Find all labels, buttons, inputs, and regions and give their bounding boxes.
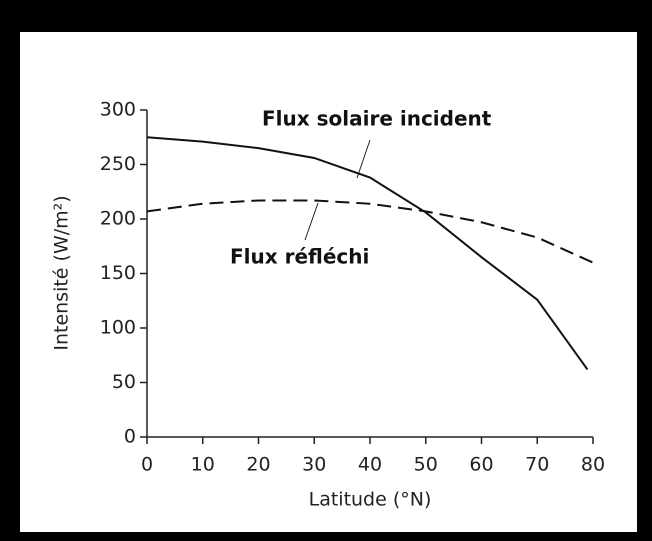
y-tick-label: 250 xyxy=(100,153,136,175)
series-annotation: Flux réfléchi xyxy=(230,245,369,269)
x-tick-label: 70 xyxy=(525,454,549,476)
series-line xyxy=(146,136,589,371)
x-tick-label: 30 xyxy=(302,454,326,476)
y-tick-label: 200 xyxy=(100,208,136,230)
y-tick-label: 50 xyxy=(112,371,136,393)
x-tick-label: 10 xyxy=(191,454,215,476)
leader-line xyxy=(304,202,319,241)
x-tick-label: 0 xyxy=(141,454,153,476)
y-tick-label: 100 xyxy=(100,317,136,339)
x-tick-label: 40 xyxy=(358,454,382,476)
y-tick-label: 0 xyxy=(124,426,136,448)
x-tick-label: 60 xyxy=(469,454,493,476)
x-tick-label: 80 xyxy=(581,454,605,476)
leader-line xyxy=(356,139,371,179)
series-line xyxy=(146,199,594,264)
y-axis-label: Intensité (W/m²) xyxy=(51,195,73,350)
plot-background xyxy=(20,32,637,532)
y-tick-label: 150 xyxy=(100,262,136,284)
x-tick-label: 20 xyxy=(246,454,270,476)
x-tick-label: 50 xyxy=(414,454,438,476)
series-annotation: Flux solaire incident xyxy=(262,107,492,131)
x-axis-label: Latitude (°N) xyxy=(309,489,432,511)
y-tick-label: 300 xyxy=(100,99,136,121)
